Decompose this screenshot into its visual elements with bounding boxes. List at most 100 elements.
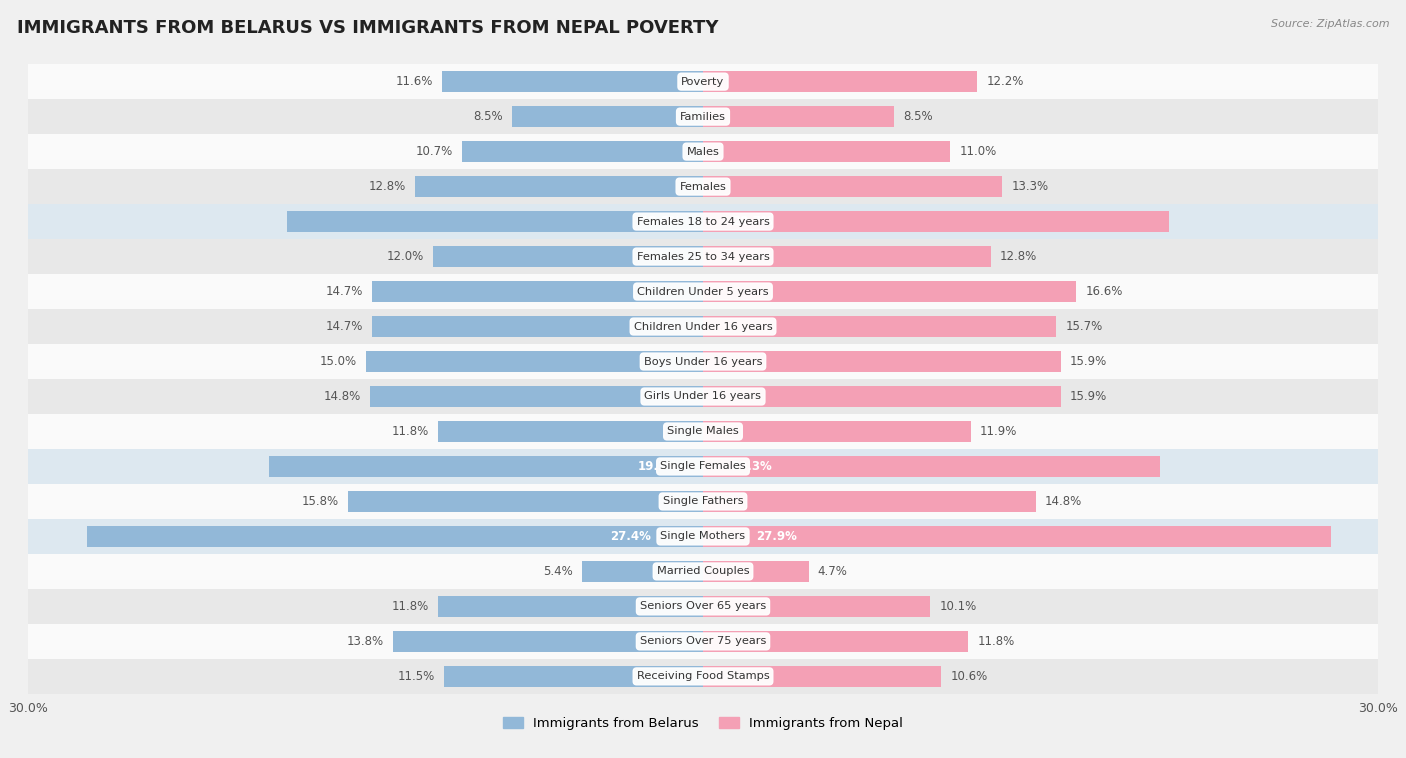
Text: 14.8%: 14.8% [1045,495,1083,508]
Text: 10.6%: 10.6% [950,670,987,683]
Bar [347,491,703,512]
Text: Single Fathers: Single Fathers [662,496,744,506]
Text: 11.5%: 11.5% [398,670,436,683]
Text: 27.9%: 27.9% [756,530,797,543]
Text: 16.6%: 16.6% [1085,285,1123,298]
Bar [269,456,703,477]
Text: 11.8%: 11.8% [391,600,429,613]
Bar [703,491,1036,512]
Bar [28,484,1378,519]
Text: 12.8%: 12.8% [368,180,406,193]
Bar [28,169,1378,204]
Bar [703,631,969,652]
Text: IMMIGRANTS FROM BELARUS VS IMMIGRANTS FROM NEPAL POVERTY: IMMIGRANTS FROM BELARUS VS IMMIGRANTS FR… [17,19,718,37]
Bar [703,211,1168,232]
Bar [87,526,703,547]
Bar [415,177,703,197]
Bar [703,316,1056,337]
Text: 15.7%: 15.7% [1066,320,1102,333]
Text: 15.9%: 15.9% [1070,355,1107,368]
Bar [28,379,1378,414]
Text: 18.5%: 18.5% [641,215,682,228]
Bar [28,274,1378,309]
Bar [703,561,808,581]
Bar [370,387,703,406]
Text: 19.3%: 19.3% [638,460,679,473]
Bar [28,624,1378,659]
Bar [703,456,1160,477]
Bar [28,99,1378,134]
Text: Females 25 to 34 years: Females 25 to 34 years [637,252,769,262]
Text: Seniors Over 65 years: Seniors Over 65 years [640,601,766,612]
Bar [703,666,942,687]
Text: 12.0%: 12.0% [387,250,425,263]
Text: 11.8%: 11.8% [977,635,1015,648]
Bar [582,561,703,581]
Text: 10.7%: 10.7% [416,145,453,158]
Bar [366,352,703,371]
Bar [392,631,703,652]
Bar [28,204,1378,239]
Text: 13.8%: 13.8% [346,635,384,648]
Text: 5.4%: 5.4% [543,565,572,578]
Bar [28,589,1378,624]
Bar [373,316,703,337]
Bar [703,352,1060,371]
Bar [28,134,1378,169]
Text: Married Couples: Married Couples [657,566,749,576]
Text: 4.7%: 4.7% [818,565,848,578]
Bar [444,666,703,687]
Text: Females: Females [679,182,727,192]
Text: Children Under 16 years: Children Under 16 years [634,321,772,331]
Text: Females 18 to 24 years: Females 18 to 24 years [637,217,769,227]
Bar [703,597,931,616]
Bar [28,449,1378,484]
Text: Source: ZipAtlas.com: Source: ZipAtlas.com [1271,19,1389,29]
Text: Single Females: Single Females [661,462,745,471]
Text: Seniors Over 75 years: Seniors Over 75 years [640,637,766,647]
Text: Poverty: Poverty [682,77,724,86]
Text: 14.7%: 14.7% [326,320,363,333]
Bar [28,64,1378,99]
Bar [703,71,977,92]
Text: 8.5%: 8.5% [474,110,503,123]
Text: 27.4%: 27.4% [610,530,651,543]
Text: 11.6%: 11.6% [395,75,433,88]
Bar [28,554,1378,589]
Bar [28,239,1378,274]
Text: 12.2%: 12.2% [987,75,1024,88]
Text: 10.1%: 10.1% [939,600,976,613]
Bar [437,597,703,616]
Bar [441,71,703,92]
Bar [703,177,1002,197]
Bar [512,106,703,127]
Text: Families: Families [681,111,725,121]
Text: 20.7%: 20.7% [733,215,773,228]
Text: 8.5%: 8.5% [903,110,932,123]
Bar [373,281,703,302]
Bar [28,659,1378,694]
Text: 11.9%: 11.9% [980,425,1017,438]
Bar [28,344,1378,379]
Text: 11.0%: 11.0% [959,145,997,158]
Bar [703,142,950,161]
Text: Boys Under 16 years: Boys Under 16 years [644,356,762,367]
Bar [703,387,1060,406]
Bar [703,421,970,442]
Text: Males: Males [686,146,720,157]
Bar [28,204,1378,239]
Bar [28,309,1378,344]
Text: Children Under 5 years: Children Under 5 years [637,287,769,296]
Bar [28,519,1378,554]
Text: 15.8%: 15.8% [301,495,339,508]
Bar [703,281,1077,302]
Bar [433,246,703,267]
Bar [703,246,991,267]
Text: Receiving Food Stamps: Receiving Food Stamps [637,672,769,681]
Text: 12.8%: 12.8% [1000,250,1038,263]
Legend: Immigrants from Belarus, Immigrants from Nepal: Immigrants from Belarus, Immigrants from… [498,711,908,735]
Text: 11.8%: 11.8% [391,425,429,438]
Bar [463,142,703,161]
Text: Single Males: Single Males [666,427,740,437]
Bar [28,414,1378,449]
